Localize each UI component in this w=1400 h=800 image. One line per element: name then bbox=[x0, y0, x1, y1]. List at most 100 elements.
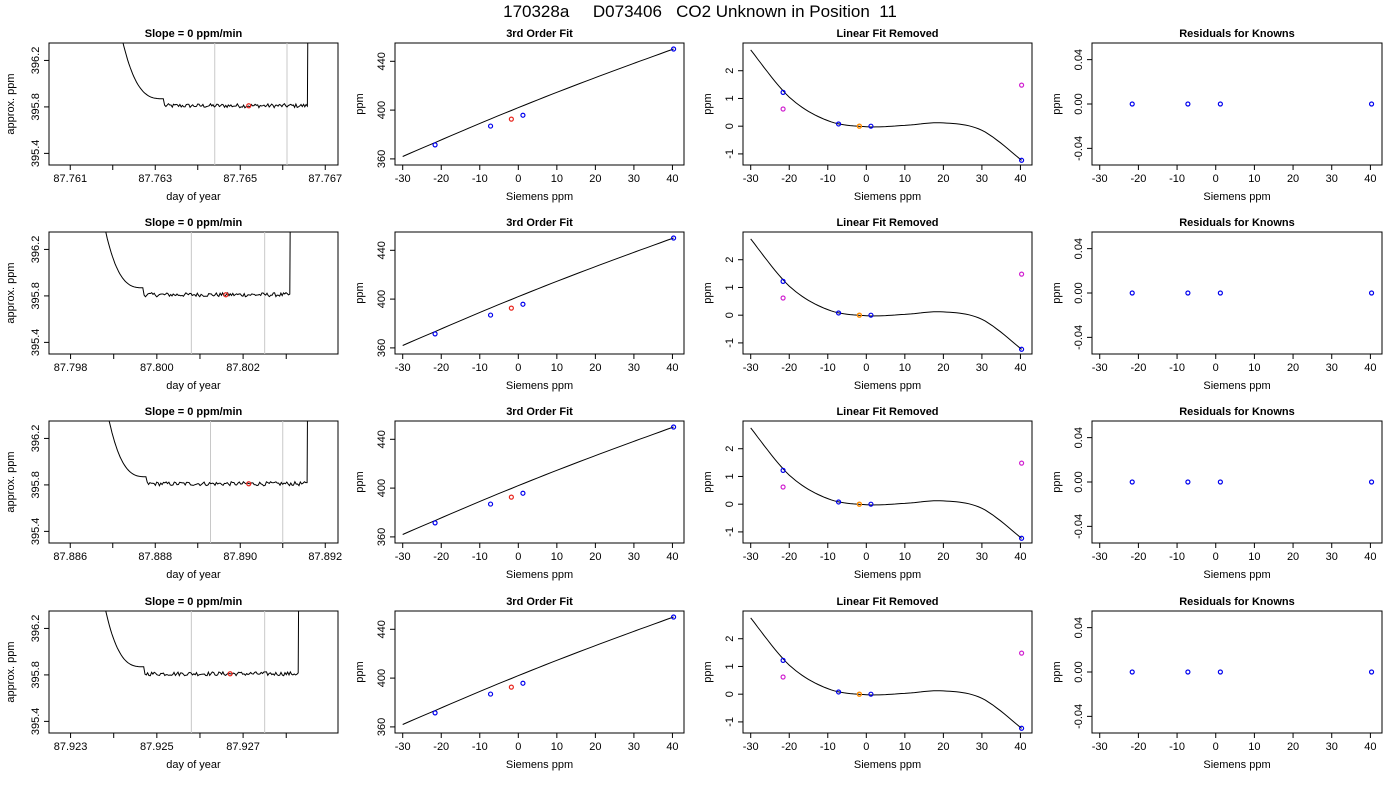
x-tick-label: 87.761 bbox=[53, 173, 87, 185]
known-point bbox=[780, 467, 786, 473]
x-tick-label: 10 bbox=[899, 362, 911, 374]
x-tick-label: 20 bbox=[589, 551, 601, 563]
chart-title: Linear Fit Removed bbox=[836, 596, 938, 608]
x-tick-label: 40 bbox=[1014, 362, 1026, 374]
x-tick-label: 30 bbox=[976, 741, 988, 753]
x-tick-label: 10 bbox=[899, 173, 911, 185]
panel-cubic-fit-1: 3rd Order Fit Siemens ppm ppm -30 -20 -10 0 10 2… bbox=[354, 217, 685, 392]
x-tick-label: -10 bbox=[820, 741, 836, 753]
x-tick-label: 87.923 bbox=[54, 741, 88, 753]
plot-area bbox=[402, 235, 677, 346]
y-axis-label: ppm bbox=[1051, 471, 1063, 492]
chart-title: Residuals for Knowns bbox=[1179, 596, 1295, 608]
x-tick-label: 87.798 bbox=[54, 362, 88, 374]
y-tick-label: 395.4 bbox=[30, 518, 42, 546]
x-tick-label: -10 bbox=[1169, 741, 1185, 753]
x-tick-label: -30 bbox=[395, 362, 411, 374]
plot-frame bbox=[394, 610, 685, 734]
plot-area bbox=[750, 238, 1025, 352]
known-point bbox=[1018, 725, 1025, 731]
chart-title: Residuals for Knowns bbox=[1179, 217, 1295, 229]
data-point bbox=[432, 142, 438, 148]
data-point bbox=[508, 684, 514, 690]
plot-area bbox=[1129, 290, 1375, 296]
plot-frame bbox=[394, 42, 685, 166]
x-tick-label: 0 bbox=[1213, 741, 1219, 753]
y-tick-label: -1 bbox=[724, 527, 736, 537]
residual-point bbox=[1217, 101, 1223, 107]
plot-frame bbox=[742, 420, 1033, 544]
x-tick-label: -30 bbox=[743, 362, 759, 374]
y-axis-label: ppm bbox=[354, 93, 366, 114]
chart-title: Slope = 0 ppm/min bbox=[145, 596, 243, 608]
y-tick-label: 395.8 bbox=[30, 282, 42, 310]
unknown-marker bbox=[246, 481, 252, 487]
x-tick-label: 10 bbox=[551, 173, 563, 185]
known-point bbox=[1018, 157, 1025, 163]
residual-point bbox=[1368, 669, 1375, 675]
y-tick-label: 0.04 bbox=[1073, 617, 1085, 638]
y-tick-label: 0.04 bbox=[1073, 49, 1085, 70]
y-tick-label: 0.00 bbox=[1073, 471, 1085, 492]
x-tick-label: -30 bbox=[395, 173, 411, 185]
y-tick-label: 360 bbox=[376, 150, 388, 168]
x-tick-label: 30 bbox=[628, 362, 640, 374]
x-tick-label: 40 bbox=[666, 551, 678, 563]
y-tick-label: 400 bbox=[376, 479, 388, 497]
y-tick-label: -1 bbox=[724, 717, 736, 727]
y-tick-label: 360 bbox=[376, 528, 388, 546]
x-axis-label: Siemens ppm bbox=[854, 191, 921, 203]
known-point bbox=[868, 123, 874, 129]
x-tick-label: 10 bbox=[899, 551, 911, 563]
y-tick-label: -0.04 bbox=[1073, 136, 1085, 161]
x-tick-label: 20 bbox=[937, 173, 949, 185]
x-tick-label: -20 bbox=[1130, 173, 1146, 185]
y-tick-label: 0.04 bbox=[1073, 427, 1085, 448]
magenta-point bbox=[1018, 82, 1025, 88]
x-tick-label: 30 bbox=[1326, 741, 1338, 753]
panel-residuals-3: Residuals for Knowns Siemens ppm ppm -30 -20… bbox=[1051, 596, 1383, 771]
trace-line bbox=[122, 43, 309, 109]
x-tick-label: 10 bbox=[1248, 173, 1260, 185]
plot-area bbox=[108, 421, 308, 543]
residual-point bbox=[1129, 290, 1135, 296]
y-tick-label: 440 bbox=[376, 430, 388, 448]
plot-frame bbox=[742, 42, 1033, 166]
panel-time-trace-3: Slope = 0 ppm/min day of year approx. ppm 8… bbox=[5, 596, 339, 771]
x-tick-label: 87.767 bbox=[308, 173, 342, 185]
chart-title: 3rd Order Fit bbox=[506, 28, 573, 40]
y-tick-label: 395.8 bbox=[30, 471, 42, 499]
x-tick-label: 10 bbox=[551, 741, 563, 753]
residual-point bbox=[1129, 479, 1135, 485]
y-tick-label: 395.4 bbox=[30, 708, 42, 736]
plot-frame bbox=[394, 420, 685, 544]
page-title: 170328a D073406 CO2 Unknown in Position … bbox=[503, 2, 897, 21]
y-tick-label: -0.04 bbox=[1073, 514, 1085, 539]
y-axis-label: ppm bbox=[354, 282, 366, 303]
magenta-point bbox=[1018, 650, 1025, 656]
plot-area bbox=[750, 617, 1025, 731]
x-tick-label: 10 bbox=[1248, 551, 1260, 563]
cubic-curve bbox=[750, 238, 1022, 350]
x-tick-label: -30 bbox=[1092, 741, 1108, 753]
panel-time-trace-1: Slope = 0 ppm/min day of year approx. ppm 8… bbox=[5, 217, 339, 392]
chart-title: Linear Fit Removed bbox=[836, 217, 938, 229]
known-point bbox=[1018, 535, 1025, 541]
plot-frame bbox=[1091, 42, 1383, 166]
x-axis-label: Siemens ppm bbox=[854, 569, 921, 581]
x-axis-label: Siemens ppm bbox=[1203, 569, 1270, 581]
panel-residuals-2: Residuals for Knowns Siemens ppm ppm -30 -20… bbox=[1051, 406, 1383, 581]
x-axis-label: Siemens ppm bbox=[1203, 759, 1270, 771]
residual-point bbox=[1129, 669, 1135, 675]
data-point bbox=[520, 680, 526, 686]
x-tick-label: -20 bbox=[781, 362, 797, 374]
plot-area bbox=[402, 614, 677, 725]
x-tick-label: 10 bbox=[551, 551, 563, 563]
y-axis-label: ppm bbox=[1051, 282, 1063, 303]
known-point bbox=[835, 121, 842, 127]
unknown-point bbox=[856, 501, 863, 507]
x-tick-label: 40 bbox=[1014, 173, 1026, 185]
x-axis-label: Siemens ppm bbox=[1203, 380, 1270, 392]
x-tick-label: 0 bbox=[863, 173, 869, 185]
